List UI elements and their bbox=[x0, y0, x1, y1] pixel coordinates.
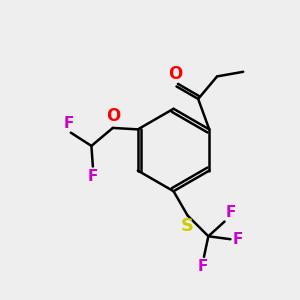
Text: O: O bbox=[168, 65, 182, 83]
Text: F: F bbox=[233, 232, 243, 247]
Text: F: F bbox=[88, 169, 98, 184]
Text: S: S bbox=[181, 217, 194, 235]
Text: F: F bbox=[197, 259, 208, 274]
Text: O: O bbox=[106, 107, 120, 125]
Text: F: F bbox=[63, 116, 74, 131]
Text: F: F bbox=[226, 205, 236, 220]
